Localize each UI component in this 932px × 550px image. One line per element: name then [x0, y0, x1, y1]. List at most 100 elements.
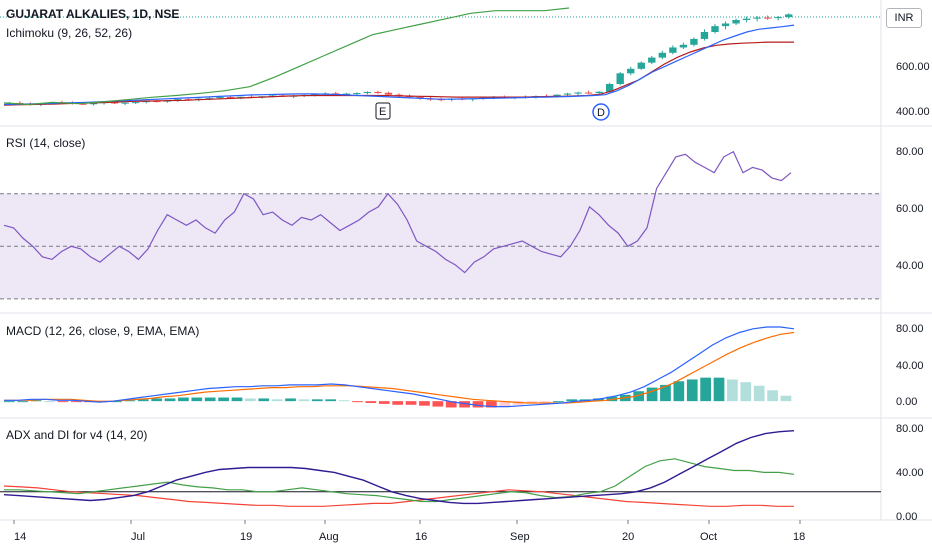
candle-body: [237, 96, 245, 98]
macd-histogram-bar: [780, 395, 792, 402]
candle-body: [785, 14, 793, 18]
candle-body: [205, 98, 214, 100]
candle-body: [774, 17, 782, 19]
macd-histogram-bar: [17, 401, 29, 403]
macd-tick-0: 0.00: [896, 396, 917, 408]
macd-histogram-bar: [311, 399, 323, 402]
macd-histogram-bar: [539, 401, 551, 403]
ichimoku-lagging-line: [3, 7, 570, 106]
ichimoku-conversion-line: [3, 24, 795, 106]
macd-histogram-bar: [713, 377, 725, 402]
rsi-title: RSI (14, close): [6, 136, 85, 150]
ichimoku-title: Ichimoku (9, 26, 52, 26): [6, 26, 132, 40]
macd-histogram-bar: [459, 401, 470, 408]
macd-histogram-bar: [44, 401, 55, 403]
candle-body: [679, 44, 688, 48]
macd-histogram-bar: [365, 401, 377, 403]
rsi-tick-80: 80.00: [896, 146, 924, 158]
candle-body: [637, 62, 645, 69]
rsi-panel[interactable]: [0, 150, 881, 300]
macd-histogram-bar: [271, 399, 283, 402]
macd-tick-40: 40.00: [896, 360, 924, 372]
candle-body: [121, 102, 129, 104]
candle-body: [216, 97, 224, 99]
macd-histogram-bar: [70, 401, 82, 403]
candle-body: [658, 52, 667, 58]
macd-histogram-bar: [419, 401, 430, 406]
candle-body: [605, 84, 614, 92]
candle-body: [226, 97, 235, 99]
macd-histogram-bar: [231, 397, 243, 402]
candle-body: [763, 17, 772, 19]
macd-histogram-bar: [526, 401, 537, 403]
candle-body: [353, 93, 361, 95]
macd-histogram-bar: [245, 398, 256, 402]
macd-histogram-bar: [740, 382, 752, 402]
macd-histogram-bar: [432, 401, 444, 407]
x-label-aug: Aug: [319, 531, 339, 543]
price-panel[interactable]: [3, 7, 795, 107]
macd-histogram-bar: [298, 399, 310, 402]
candle-body: [79, 103, 87, 105]
candle-body: [384, 92, 393, 95]
macd-histogram-bar: [486, 401, 497, 408]
macd-histogram-bar: [445, 401, 457, 408]
macd-histogram-bar: [378, 401, 390, 404]
macd-histogram-bar: [338, 400, 350, 402]
macd-histogram-bar: [700, 377, 711, 402]
dividend-marker-label: D: [597, 107, 605, 119]
macd-histogram-bar: [499, 401, 511, 407]
candle-body: [721, 23, 730, 27]
candle-body: [311, 94, 319, 96]
macd-histogram-bar: [767, 390, 778, 402]
macd-histogram-bar: [325, 399, 337, 402]
adx-panel[interactable]: [0, 430, 881, 507]
adx-line: [3, 430, 795, 505]
macd-histogram-bar: [660, 384, 671, 402]
rsi-tick-60: 60.00: [896, 203, 924, 215]
adx-tick-40: 40.00: [896, 467, 924, 479]
candle-body: [131, 102, 140, 104]
currency-badge[interactable]: INR: [886, 8, 922, 28]
macd-histogram-bar: [606, 396, 618, 402]
dividend-marker[interactable]: D: [592, 103, 610, 121]
rsi-tick-40: 40.00: [896, 260, 924, 272]
adx-title: ADX and DI for v4 (14, 20): [6, 428, 147, 442]
macd-histogram-bar: [566, 399, 578, 402]
macd-histogram-bar: [124, 400, 136, 402]
ichimoku-base-line: [3, 41, 794, 106]
macd-histogram-bar: [204, 397, 216, 402]
macd-histogram-bar: [111, 401, 122, 403]
x-label-20: 20: [622, 531, 634, 543]
earnings-marker[interactable]: E: [375, 102, 391, 120]
macd-histogram-bar: [673, 381, 685, 402]
macd-histogram-bar: [593, 398, 604, 402]
price-tick-1: 600.00: [896, 61, 930, 73]
candle-body: [584, 92, 593, 94]
macd-histogram-bar: [178, 397, 189, 402]
x-label-18: 18: [793, 531, 805, 543]
macd-histogram-bar: [552, 401, 564, 403]
x-label-oct: Oct: [700, 531, 717, 543]
candle-body: [268, 95, 277, 97]
symbol-title: GUJARAT ALKALIES, 1D, NSE: [6, 7, 179, 21]
macd-histogram-bar: [151, 398, 162, 402]
macd-histogram-bar: [4, 401, 15, 403]
earnings-marker-label: E: [379, 106, 386, 118]
macd-panel[interactable]: [4, 326, 795, 408]
macd-signal-line: [4, 331, 795, 404]
macd-histogram-bar: [137, 399, 149, 402]
macd-histogram-bar: [191, 397, 203, 402]
candle-body: [711, 26, 719, 32]
candle-body: [732, 20, 740, 24]
rsi-line: [3, 150, 792, 274]
candle-body: [690, 38, 698, 45]
macd-line: [4, 326, 795, 408]
candle-body: [153, 101, 161, 103]
adx-tick-0: 0.00: [896, 511, 917, 523]
macd-histogram-bar: [753, 385, 765, 402]
candle-body: [753, 17, 761, 19]
price-tick-2: 400.00: [896, 106, 930, 118]
macd-histogram-bar: [57, 401, 69, 403]
